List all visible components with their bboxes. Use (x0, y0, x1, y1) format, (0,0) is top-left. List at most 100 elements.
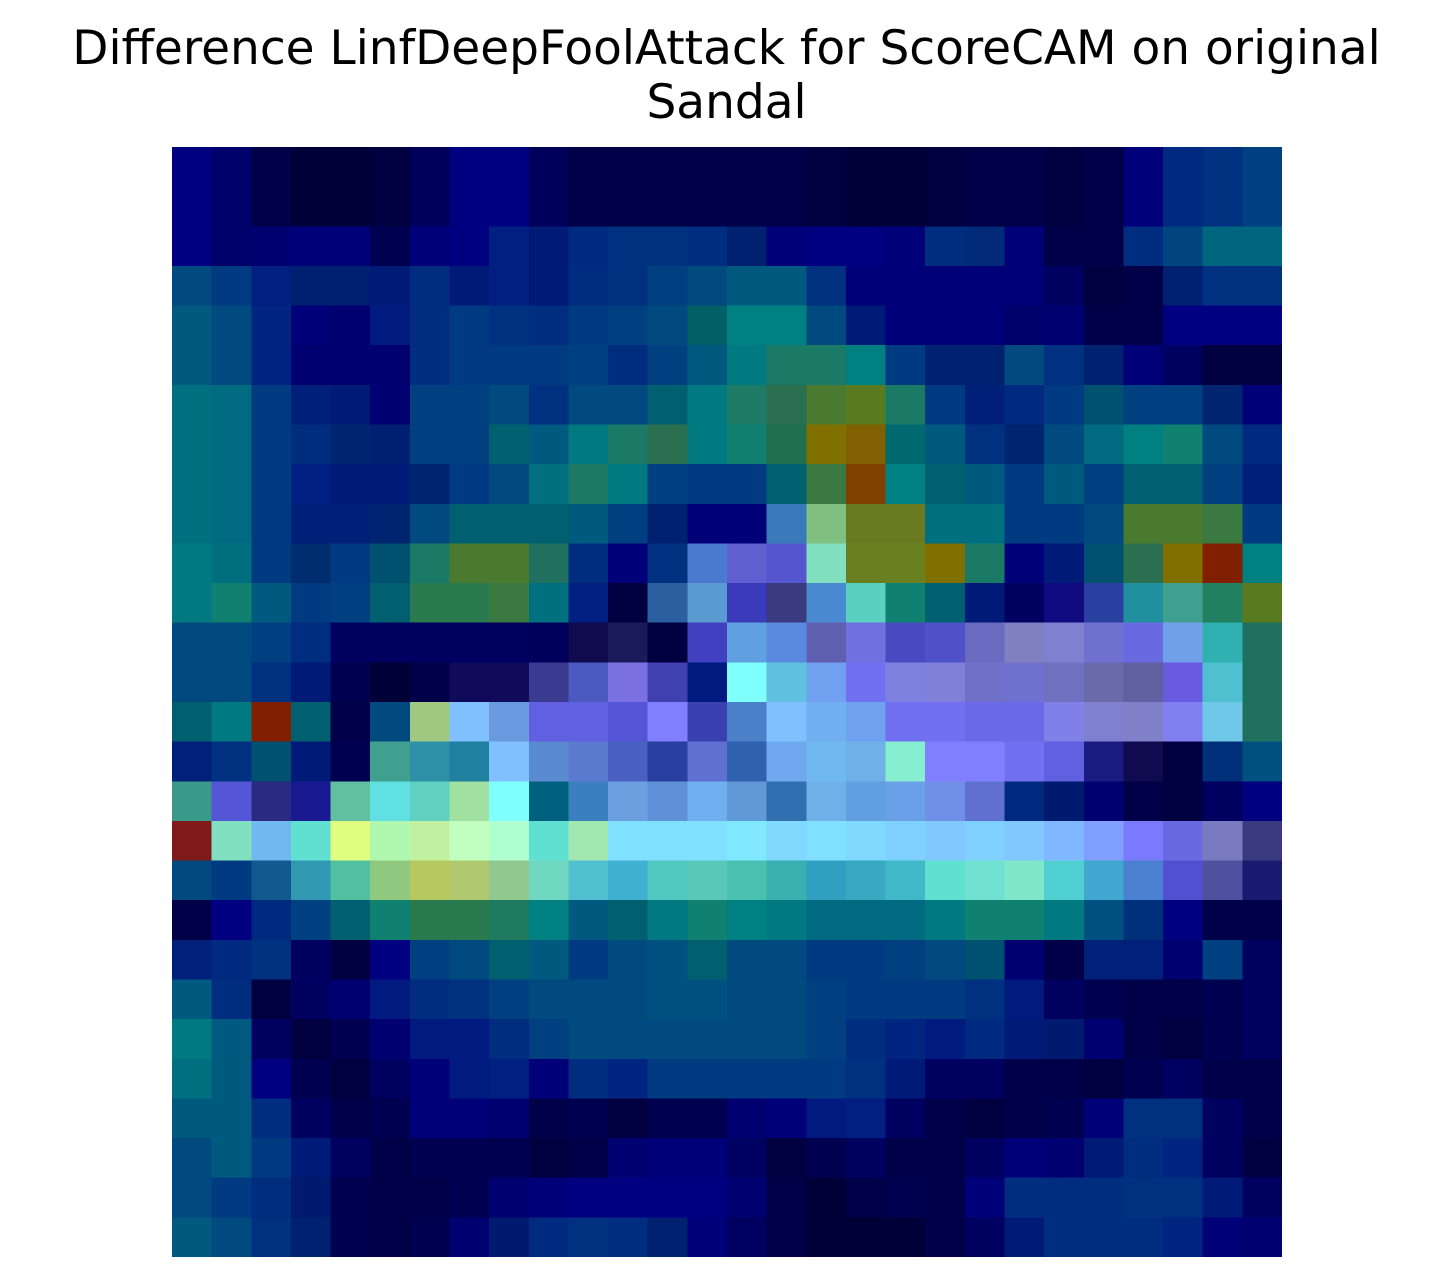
heatmap-cell (806, 424, 847, 465)
heatmap-cell (1202, 424, 1243, 465)
heatmap-cell (528, 384, 570, 426)
heatmap-cell (290, 860, 332, 901)
heatmap-cell (528, 702, 570, 743)
heatmap-cell (1123, 384, 1164, 426)
heatmap-cell (608, 781, 649, 822)
heatmap-cell (330, 543, 371, 584)
heatmap-cell (845, 424, 887, 465)
heatmap-cell (1202, 345, 1243, 386)
heatmap-cell (370, 464, 411, 505)
heatmap-cell (964, 860, 1006, 901)
heatmap-cell (1044, 939, 1085, 981)
heatmap-cell (806, 860, 847, 901)
heatmap-cell (568, 741, 609, 782)
heatmap-cell (1083, 781, 1125, 822)
heatmap-cell (528, 464, 570, 505)
heatmap-cell (489, 1138, 530, 1179)
heatmap-cell (1202, 186, 1243, 227)
heatmap-cell (251, 820, 292, 862)
heatmap-cell (964, 1177, 1006, 1218)
heatmap-cell (766, 305, 807, 346)
heatmap-cell (1083, 503, 1125, 545)
heatmap-cell (568, 939, 609, 981)
heatmap-cell (528, 424, 570, 465)
heatmap-cell (766, 345, 807, 386)
heatmap-cell (370, 147, 411, 188)
heatmap-cell (1044, 345, 1085, 386)
heatmap-cell (964, 424, 1006, 465)
heatmap-cell (1242, 1217, 1282, 1257)
heatmap-cell (845, 820, 887, 862)
heatmap-cell (211, 741, 252, 782)
heatmap-cell (687, 820, 728, 862)
heatmap-cell (1163, 464, 1204, 505)
heatmap-cell (608, 741, 649, 782)
heatmap-cell (330, 384, 371, 426)
heatmap-cell (608, 702, 649, 743)
heatmap-cell (1123, 1217, 1164, 1257)
heatmap-cell (568, 424, 609, 465)
heatmap-cell (687, 1098, 728, 1139)
heatmap-cell (370, 820, 411, 862)
heatmap-cell (885, 662, 926, 703)
heatmap-cell (766, 781, 807, 822)
heatmap-cell (528, 305, 570, 346)
heatmap-cell (409, 1098, 451, 1139)
heatmap-cell (1004, 979, 1045, 1020)
heatmap-cell (1242, 900, 1282, 941)
heatmap-cell (290, 622, 332, 663)
heatmap-cell (290, 226, 332, 267)
heatmap-cell (251, 979, 292, 1020)
heatmap-cell (925, 1217, 966, 1257)
heatmap-cell (806, 464, 847, 505)
heatmap-cell (845, 186, 887, 227)
heatmap-cell (727, 503, 768, 545)
heatmap-cell (727, 1098, 768, 1139)
heatmap-cell (1163, 424, 1204, 465)
heatmap-cell (1242, 1177, 1282, 1218)
heatmap-cell (370, 424, 411, 465)
heatmap-cell (1163, 384, 1204, 426)
heatmap-cell (925, 464, 966, 505)
heatmap-cell (1083, 1098, 1125, 1139)
heatmap-cell (885, 345, 926, 386)
heatmap-cell (409, 1217, 451, 1257)
heatmap-cell (687, 979, 728, 1020)
heatmap-cell (211, 1138, 252, 1179)
heatmap-cell (568, 305, 609, 346)
heatmap-cell (727, 702, 768, 743)
heatmap-cell (727, 305, 768, 346)
heatmap-cell (1083, 939, 1125, 981)
heatmap-cell (608, 543, 649, 584)
heatmap-cell (330, 1019, 371, 1060)
heatmap-cell (647, 1058, 688, 1100)
heatmap-cell (172, 622, 213, 663)
heatmap-cell (647, 741, 688, 782)
heatmap-cell (489, 305, 530, 346)
heatmap-cell (1163, 939, 1204, 981)
heatmap-cell (409, 345, 451, 386)
heatmap-cell (1123, 900, 1164, 941)
heatmap-cell (1123, 622, 1164, 663)
heatmap-cell (449, 622, 490, 663)
chart-title-line-1: Difference LinfDeepFoolAttack for ScoreC… (72, 21, 1381, 76)
heatmap-cell (964, 583, 1006, 624)
heatmap-cell (964, 265, 1006, 307)
heatmap-cell (251, 543, 292, 584)
heatmap-cell (290, 543, 332, 584)
heatmap-cell (1083, 583, 1125, 624)
heatmap-cell (1202, 1138, 1243, 1179)
heatmap-cell (727, 900, 768, 941)
heatmap-cell (766, 741, 807, 782)
heatmap-cell (449, 781, 490, 822)
heatmap-cell (290, 1177, 332, 1218)
heatmap-cell (489, 345, 530, 386)
heatmap-cell (172, 939, 213, 981)
heatmap-cell (409, 503, 451, 545)
heatmap-cell (647, 622, 688, 663)
heatmap-cell (449, 662, 490, 703)
heatmap-cell (449, 464, 490, 505)
heatmap-cell (925, 900, 966, 941)
heatmap-cell (727, 781, 768, 822)
heatmap-cell (964, 1019, 1006, 1060)
